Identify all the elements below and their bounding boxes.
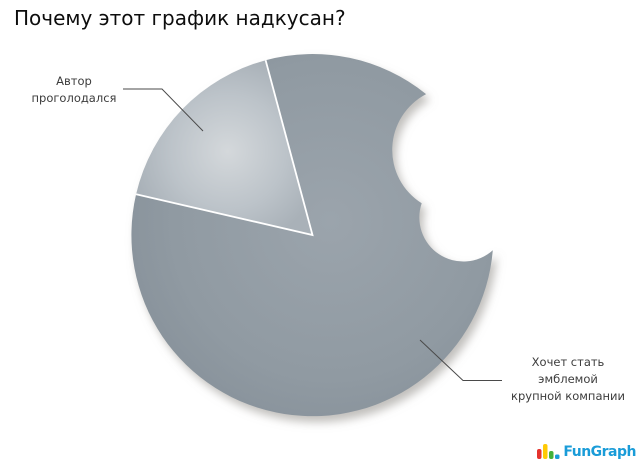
logo-brand-text: FunGraph bbox=[563, 444, 636, 460]
fungraph-logo: FunGraph bbox=[536, 443, 636, 460]
annotation-emblem-line3: крупной компании bbox=[511, 389, 625, 403]
annotation-emblem-line1: Хочет стать bbox=[531, 355, 605, 369]
leader-line-hungry bbox=[123, 88, 204, 132]
annotation-emblem: Хочет стать эмблемой крупной компании bbox=[499, 354, 637, 405]
bar-chart-icon bbox=[537, 444, 560, 459]
annotation-hungry: Автор проголодался bbox=[18, 73, 130, 107]
annotation-emblem-line2: эмблемой bbox=[538, 372, 598, 386]
chart-title: Почему этот график надкусан? bbox=[14, 6, 346, 30]
annotation-hungry-line2: проголодался bbox=[31, 91, 117, 105]
pie-slice-hungry bbox=[136, 60, 313, 236]
annotation-hungry-line1: Автор bbox=[56, 74, 92, 88]
slice-separator-lines bbox=[135, 59, 314, 237]
leader-line-emblem bbox=[419, 339, 502, 381]
pie-group bbox=[131, 54, 493, 417]
